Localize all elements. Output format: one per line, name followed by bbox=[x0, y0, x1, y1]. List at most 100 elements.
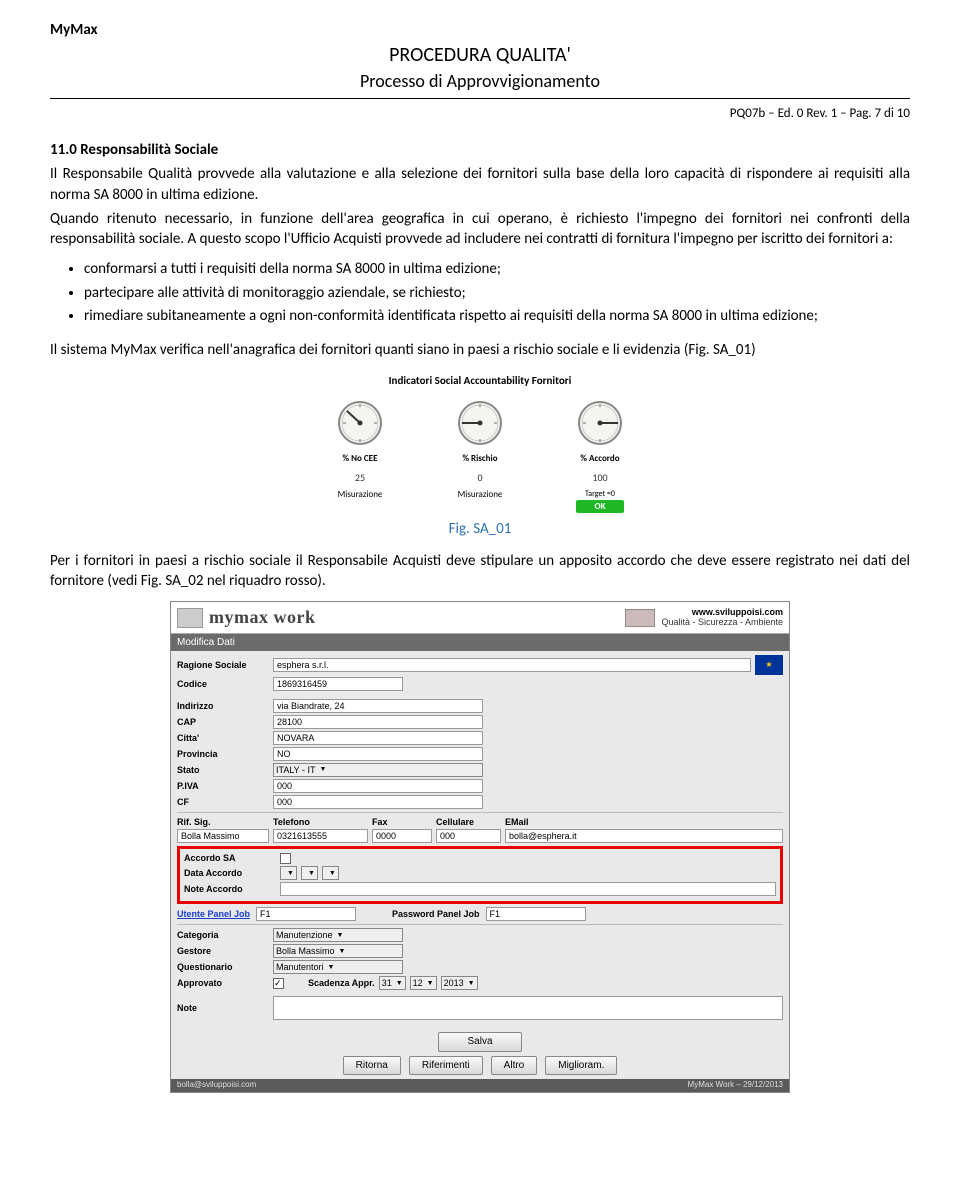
accordo-highlight-box: Accordo SA Data Accordo ▼ ▼ ▼ Note Accor… bbox=[177, 846, 783, 904]
label-scadenza: Scadenza Appr. bbox=[308, 977, 375, 989]
section-heading: 11.0 Responsabilità Sociale bbox=[50, 140, 910, 160]
input-telefono[interactable]: 0321613555 bbox=[273, 829, 368, 843]
label-questionario: Questionario bbox=[177, 961, 269, 973]
header-rule bbox=[50, 98, 910, 99]
label-password-panel: Password Panel Job bbox=[392, 908, 480, 920]
input-password-panel[interactable]: F1 bbox=[486, 907, 586, 921]
contact-headers: Rif. Sig. Telefono Fax Cellulare EMail bbox=[177, 816, 783, 828]
doc-meta: PQ07b – Ed. 0 Rev. 1 – Pag. 7 di 10 bbox=[50, 105, 910, 123]
contact-row: Bolla Massimo 0321613555 0000 000 bolla@… bbox=[177, 829, 783, 843]
section-header: Modifica Dati bbox=[171, 634, 789, 652]
input-rif-sig[interactable]: Bolla Massimo bbox=[177, 829, 269, 843]
gauge-label: % No CEE bbox=[320, 453, 400, 465]
gauge-no-cee: % No CEE 25 bbox=[320, 395, 400, 485]
select-scad-month[interactable]: 12▼ bbox=[410, 976, 437, 990]
figure-sa02: mymax work www.sviluppoisi.com Qualità -… bbox=[170, 601, 790, 1093]
para-3: Il sistema MyMax verifica nell'anagrafic… bbox=[50, 340, 910, 360]
label-note-accordo: Note Accordo bbox=[184, 883, 276, 895]
label-piva: P.IVA bbox=[177, 780, 269, 792]
input-piva[interactable]: 000 bbox=[273, 779, 483, 793]
gauge-label: % Rischio bbox=[440, 453, 520, 465]
label-cap: CAP bbox=[177, 716, 269, 728]
input-provincia[interactable]: NO bbox=[273, 747, 483, 761]
input-indirizzo[interactable]: via Biandrate, 24 bbox=[273, 699, 483, 713]
label-codice: Codice bbox=[177, 678, 269, 690]
gauge-label: % Accordo bbox=[560, 453, 640, 465]
miglioram-button[interactable]: Miglioram. bbox=[545, 1056, 617, 1076]
target-label: Target =0 bbox=[560, 489, 640, 500]
gauge-rischio: % Rischio 0 bbox=[440, 395, 520, 485]
select-gestore[interactable]: Bolla Massimo▼ bbox=[273, 944, 403, 958]
checkbox-accordo-sa[interactable] bbox=[280, 853, 291, 864]
status-left: bolla@sviluppoisi.com bbox=[177, 1080, 256, 1091]
ritorna-button[interactable]: Ritorna bbox=[343, 1056, 401, 1076]
input-note[interactable] bbox=[273, 996, 783, 1020]
doc-title: PROCEDURA QUALITA' bbox=[50, 42, 910, 69]
chevron-down-icon: ▼ bbox=[320, 765, 327, 774]
select-categoria[interactable]: Manutenzione▼ bbox=[273, 928, 403, 942]
para-1: Il Responsabile Qualità provvede alla va… bbox=[50, 164, 910, 205]
fig1-title: Indicatori Social Accountability Fornito… bbox=[389, 374, 572, 389]
gauge-value: 25 bbox=[320, 471, 400, 485]
gauge-value: 0 bbox=[440, 471, 520, 485]
eu-flag-icon: ★ bbox=[755, 655, 783, 675]
label-approvato: Approvato bbox=[177, 977, 269, 989]
input-utente-panel[interactable]: F1 bbox=[256, 907, 356, 921]
select-questionario[interactable]: Manutentori▼ bbox=[273, 960, 403, 974]
isi-logo-icon bbox=[625, 609, 655, 627]
para-2: Quando ritenuto necessario, in funzione … bbox=[50, 209, 910, 250]
doc-subtitle: Processo di Approvvigionamento bbox=[50, 69, 910, 93]
select-day[interactable]: ▼ bbox=[280, 866, 297, 880]
input-ragione-sociale[interactable]: esphera s.r.l. bbox=[273, 658, 751, 672]
select-scad-year[interactable]: 2013▼ bbox=[441, 976, 478, 990]
select-month[interactable]: ▼ bbox=[301, 866, 318, 880]
label-gestore: Gestore bbox=[177, 945, 269, 957]
gauge-icon bbox=[569, 395, 631, 445]
figure-sa01: Indicatori Social Accountability Fornito… bbox=[50, 374, 910, 512]
input-cellulare[interactable]: 000 bbox=[436, 829, 501, 843]
para-4: Per i fornitori in paesi a rischio socia… bbox=[50, 551, 910, 592]
checkbox-approvato[interactable] bbox=[273, 978, 284, 989]
utente-panel-link[interactable]: Utente Panel Job bbox=[177, 908, 250, 920]
status-right: MyMax Work – 29/12/2013 bbox=[688, 1080, 783, 1091]
salva-button[interactable]: Salva bbox=[438, 1032, 521, 1052]
altro-button[interactable]: Altro bbox=[491, 1056, 538, 1076]
topbar: mymax work www.sviluppoisi.com Qualità -… bbox=[171, 602, 789, 633]
label-ragione-sociale: Ragione Sociale bbox=[177, 659, 269, 671]
app-name: mymax work bbox=[209, 605, 316, 629]
top-sub: Qualità - Sicurezza - Ambiente bbox=[661, 618, 783, 628]
gauge-icon bbox=[449, 395, 511, 445]
label-stato: Stato bbox=[177, 764, 269, 776]
bullet-item: partecipare alle attività di monitoraggi… bbox=[84, 283, 910, 303]
gauge-accordo: % Accordo 100 bbox=[560, 395, 640, 485]
select-year[interactable]: ▼ bbox=[322, 866, 339, 880]
input-email[interactable]: bolla@esphera.it bbox=[505, 829, 783, 843]
mis-label: Misurazione bbox=[320, 489, 400, 513]
ok-badge: OK bbox=[576, 500, 623, 513]
input-cap[interactable]: 28100 bbox=[273, 715, 483, 729]
logo-icon bbox=[177, 608, 203, 628]
label-note: Note bbox=[177, 1002, 269, 1014]
label-citta: Citta' bbox=[177, 732, 269, 744]
bullet-item: conformarsi a tutti i requisiti della no… bbox=[84, 259, 910, 279]
select-scad-day[interactable]: 31▼ bbox=[379, 976, 406, 990]
input-citta[interactable]: NOVARA bbox=[273, 731, 483, 745]
label-provincia: Provincia bbox=[177, 748, 269, 760]
gauge-value: 100 bbox=[560, 471, 640, 485]
fig1-caption: Fig. SA_01 bbox=[50, 519, 910, 539]
bullet-list: conformarsi a tutti i requisiti della no… bbox=[84, 259, 910, 326]
bullet-item: rimediare subitaneamente a ogni non-conf… bbox=[84, 306, 910, 326]
input-cf[interactable]: 000 bbox=[273, 795, 483, 809]
mis-label: Misurazione bbox=[440, 489, 520, 513]
input-codice[interactable]: 1869316459 bbox=[273, 677, 403, 691]
riferimenti-button[interactable]: Riferimenti bbox=[409, 1056, 483, 1076]
select-stato[interactable]: ITALY - IT▼ bbox=[273, 763, 483, 777]
label-categoria: Categoria bbox=[177, 929, 269, 941]
input-fax[interactable]: 0000 bbox=[372, 829, 432, 843]
input-note-accordo[interactable] bbox=[280, 882, 776, 896]
doc-brand: MyMax bbox=[50, 20, 910, 40]
gauge-icon bbox=[329, 395, 391, 445]
label-data-accordo: Data Accordo bbox=[184, 867, 276, 879]
label-cf: CF bbox=[177, 796, 269, 808]
status-bar: bolla@sviluppoisi.com MyMax Work – 29/12… bbox=[171, 1079, 789, 1092]
